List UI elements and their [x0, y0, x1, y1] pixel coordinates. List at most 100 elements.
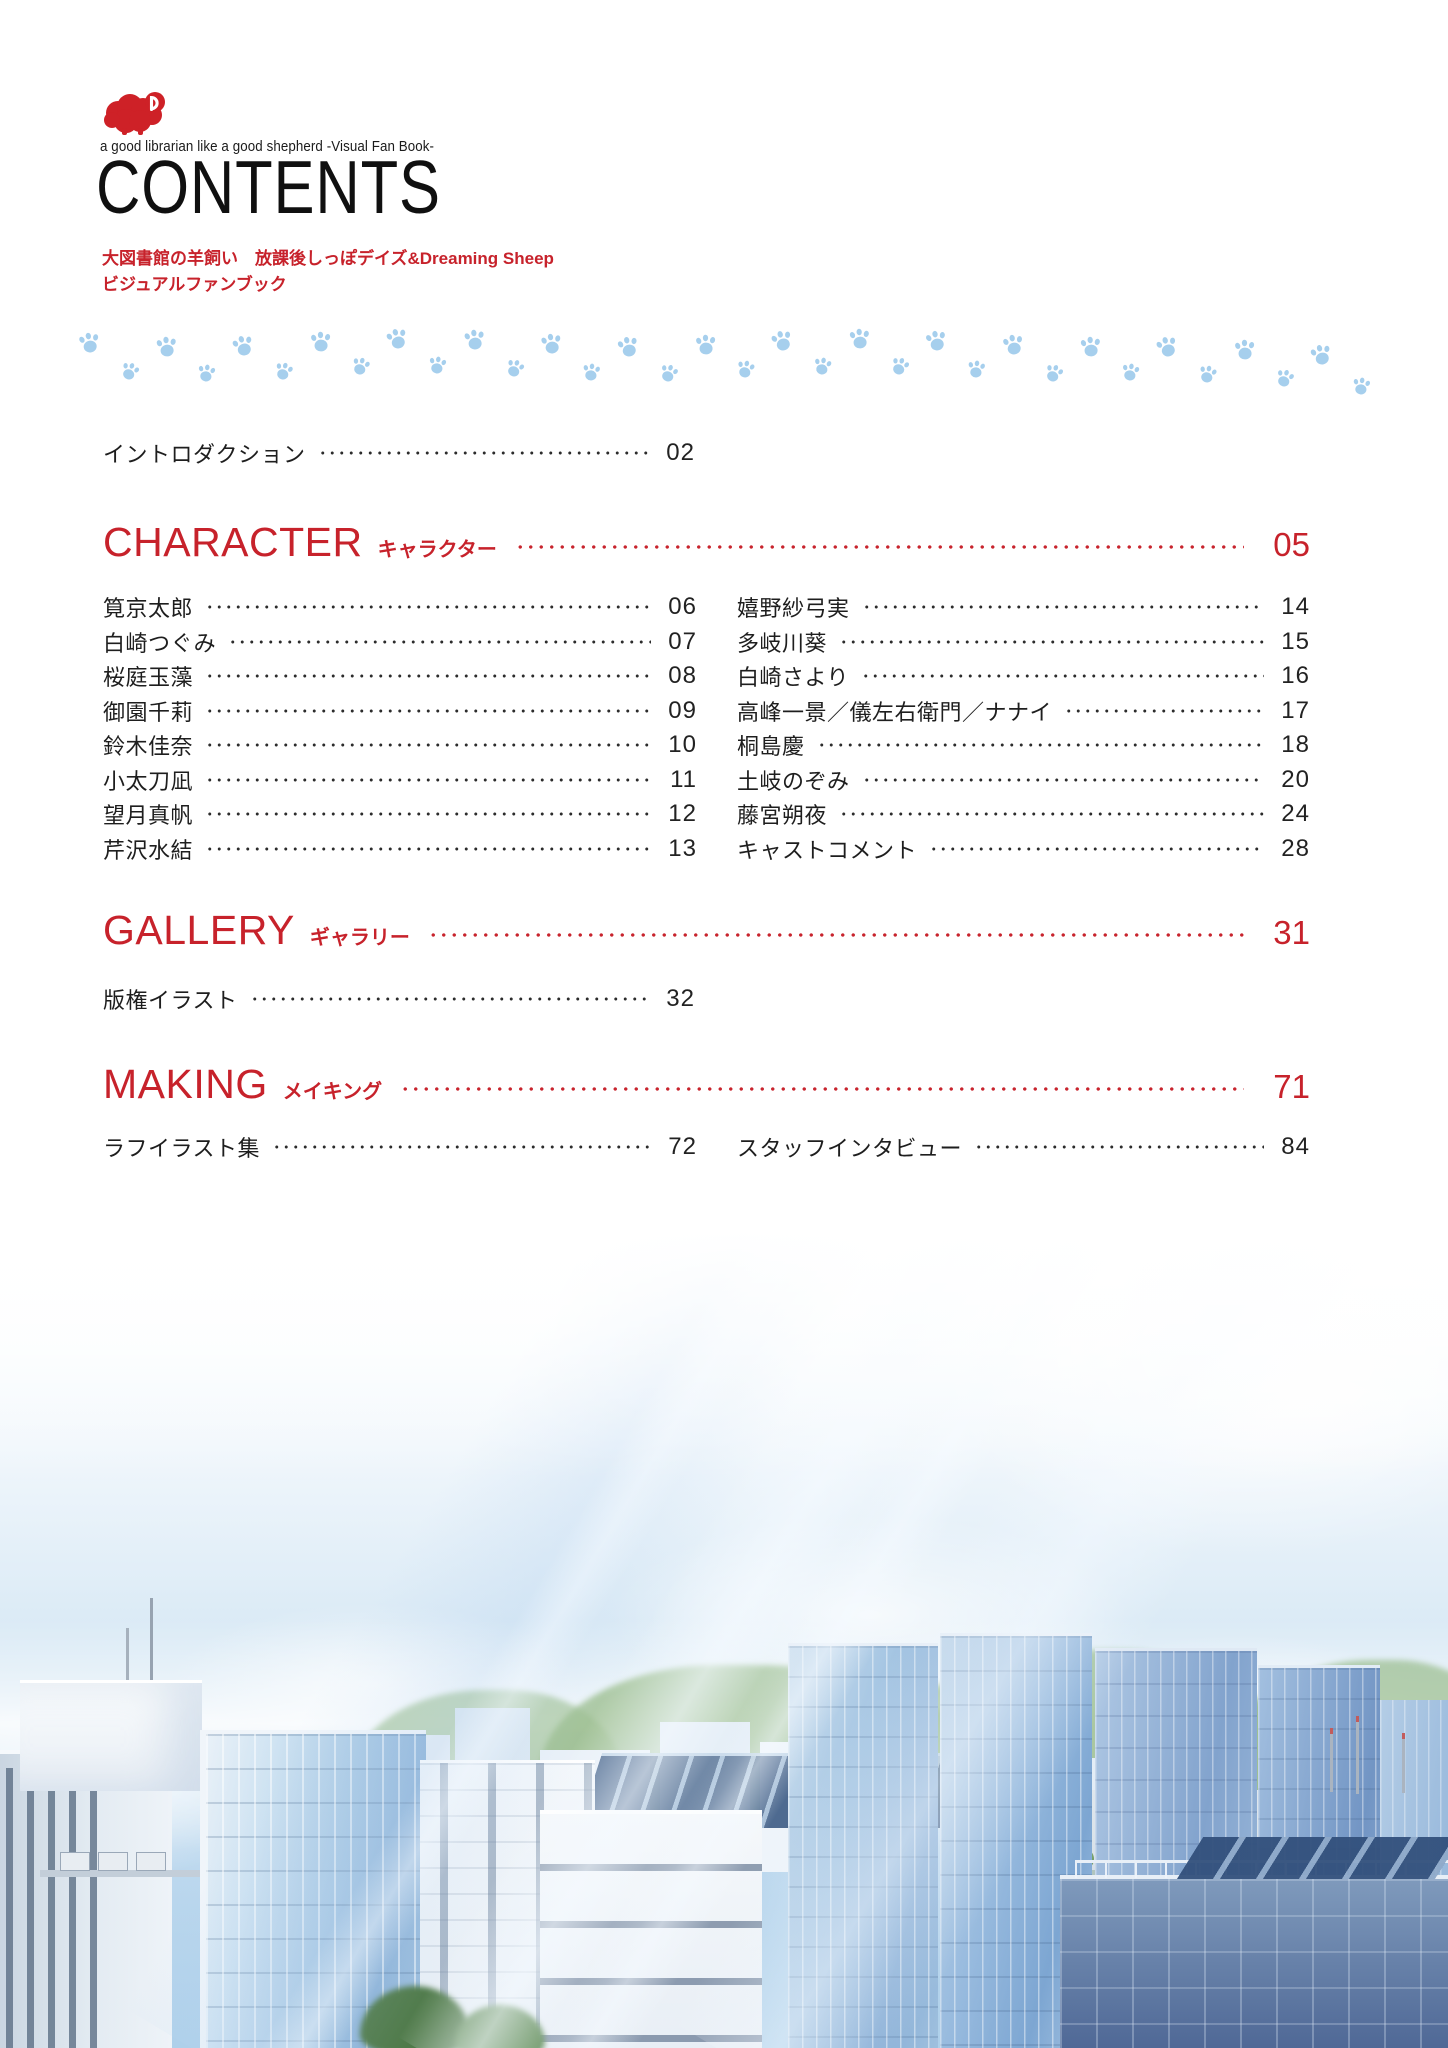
- dot-leader: [1064, 699, 1264, 722]
- toc-entry-row: 高峰一景／儀左右衛門／ナナイ 17: [737, 694, 1310, 729]
- toc-entry-label: 望月真帆: [103, 803, 194, 829]
- toc-entry-row: ラフイラスト集 72: [103, 1130, 697, 1165]
- toc-entry-page: 07: [668, 627, 697, 655]
- paw-print-icon: [463, 327, 487, 358]
- toc-entry-label: 多岐川葵: [737, 630, 828, 656]
- toc-entry-label: 藤宮朔夜: [737, 803, 828, 829]
- toc-entry-page: 13: [668, 834, 697, 862]
- toc-entry-label: 土岐のぞみ: [737, 768, 850, 794]
- toc-entry-label: 小太刀凪: [103, 768, 194, 794]
- character-column-right: 嬉野紗弓実 14 多岐川葵 15 白崎さより 16 高峰一景／儀左右衛門／ナナイ 17 …: [737, 590, 1310, 866]
- dot-leader: [861, 665, 1264, 688]
- toc-entry-row: 嬉野紗弓実 14: [737, 590, 1310, 625]
- toc-entry-page: 16: [1281, 662, 1310, 690]
- paw-print-icon: [1350, 375, 1371, 402]
- sheep-logo-icon: [98, 82, 174, 140]
- toc-entry-page: 20: [1281, 765, 1310, 793]
- paw-print-icon: [1271, 366, 1296, 395]
- paw-print-icon: [769, 327, 797, 360]
- paw-print-icon: [1234, 338, 1256, 367]
- paw-print-icon: [886, 354, 911, 383]
- section-title: MAKING: [103, 1060, 268, 1107]
- toc-entry-row: キャストコメント 28: [737, 832, 1310, 867]
- toc-entry-label: 白崎つぐみ: [103, 630, 217, 656]
- dot-leader: [861, 596, 1264, 619]
- section-page: 05: [1273, 526, 1310, 563]
- dot-leader: [272, 1136, 651, 1159]
- section-title-jp: ギャラリー: [309, 926, 410, 949]
- toc-entry-label: スタッフインタビュー: [737, 1136, 963, 1162]
- toc-entry-page: 72: [668, 1133, 697, 1161]
- toc-entry-label: 御園千莉: [103, 699, 194, 725]
- toc-entry-page: 09: [668, 696, 697, 724]
- paw-print-icon: [501, 356, 527, 385]
- paw-print-icon: [1154, 333, 1182, 366]
- paw-print-icon: [384, 325, 412, 358]
- making-column-left: ラフイラスト集 72: [103, 1130, 697, 1165]
- dot-leader: [205, 837, 651, 860]
- character-entry-columns: 筧京太郎 06 白崎つぐみ 07 桜庭玉藻 08 御園千莉 09 鈴木佳奈 10 小太刀凪…: [103, 590, 1310, 866]
- toc-entry-label: キャストコメント: [737, 837, 918, 863]
- toc-entry-row: 版権イラスト 32: [103, 982, 695, 1017]
- dot-leader: [249, 988, 649, 1011]
- dot-leader: [228, 630, 651, 653]
- toc-entry-label: 版権イラスト: [103, 988, 238, 1014]
- section-title-jp: キャラクター: [377, 538, 497, 561]
- dot-leader: [205, 665, 651, 688]
- toc-entry-label: 鈴木佳奈: [103, 734, 194, 760]
- cityscape-artwork: [0, 1230, 1448, 2048]
- dot-leader: [861, 768, 1264, 791]
- toc-entry-page: 32: [666, 985, 695, 1013]
- paw-print-icon: [195, 362, 217, 389]
- section-header-gallery: GALLERY ギャラリー 31: [103, 902, 1310, 958]
- paw-print-icon: [965, 359, 986, 385]
- paw-print-icon: [270, 359, 294, 387]
- paw-print-trail-icon: [79, 328, 1380, 402]
- dot-leader: [400, 1074, 1244, 1104]
- paw-print-icon: [347, 355, 371, 383]
- paw-print-icon: [615, 333, 642, 366]
- toc-entry-page: 11: [670, 765, 697, 793]
- paw-print-icon: [655, 361, 680, 390]
- toc-entry-row: 鈴木佳奈 10: [103, 728, 697, 763]
- section-title-jp: メイキング: [282, 1080, 383, 1103]
- toc-entry-page: 24: [1281, 800, 1310, 828]
- toc-entry-row: 桐島慶 18: [737, 728, 1310, 763]
- toc-entry-page: 10: [668, 731, 697, 759]
- paw-print-icon: [733, 358, 756, 386]
- section-title: CHARACTER: [103, 518, 363, 565]
- toc-entry-row: 白崎さより 16: [737, 659, 1310, 694]
- toc-entry-label: 嬉野紗弓実: [737, 596, 850, 622]
- toc-entry-page: 02: [666, 439, 695, 467]
- toc-entry-row: 土岐のぞみ 20: [737, 763, 1310, 798]
- toc-entry-label: ラフイラスト集: [103, 1136, 261, 1162]
- toc-entry-label: 桐島慶: [737, 734, 805, 760]
- dot-leader: [205, 803, 651, 826]
- dot-leader: [816, 734, 1264, 757]
- dot-leader: [205, 596, 651, 619]
- toc-entry-row: 筧京太郎 06: [103, 590, 697, 625]
- paw-print-icon: [230, 332, 258, 365]
- paw-print-icon: [580, 361, 601, 387]
- toc-entry-page: 84: [1281, 1133, 1310, 1161]
- toc-entry-page: 18: [1281, 731, 1310, 759]
- page-title: CONTENTS: [96, 145, 441, 229]
- toc-entry-label: 白崎さより: [737, 665, 850, 691]
- paw-print-icon: [155, 334, 179, 364]
- toc-entry-introduction: イントロダクション 02: [103, 436, 695, 471]
- section-header-character: CHARACTER キャラクター 05: [103, 514, 1310, 570]
- paw-print-icon: [924, 328, 950, 360]
- section-header-making: MAKING メイキング 71: [103, 1056, 1310, 1112]
- section-page: 71: [1273, 1068, 1310, 1105]
- toc-entry-page: 14: [1281, 593, 1310, 621]
- paw-print-icon: [1079, 334, 1102, 364]
- toc-entry-row: スタッフインタビュー 84: [737, 1130, 1310, 1165]
- dot-leader: [929, 837, 1264, 860]
- paw-print-icon: [695, 333, 717, 362]
- toc-entry-page: 17: [1281, 696, 1310, 724]
- section-page: 31: [1273, 914, 1310, 951]
- book-subtitle: 大図書館の羊飼い 放課後しっぽデイズ&Dreaming Sheep ビジュアルフ…: [102, 246, 554, 299]
- toc-entry-label: 筧京太郎: [103, 596, 194, 622]
- making-column-right: スタッフインタビュー 84: [737, 1130, 1310, 1165]
